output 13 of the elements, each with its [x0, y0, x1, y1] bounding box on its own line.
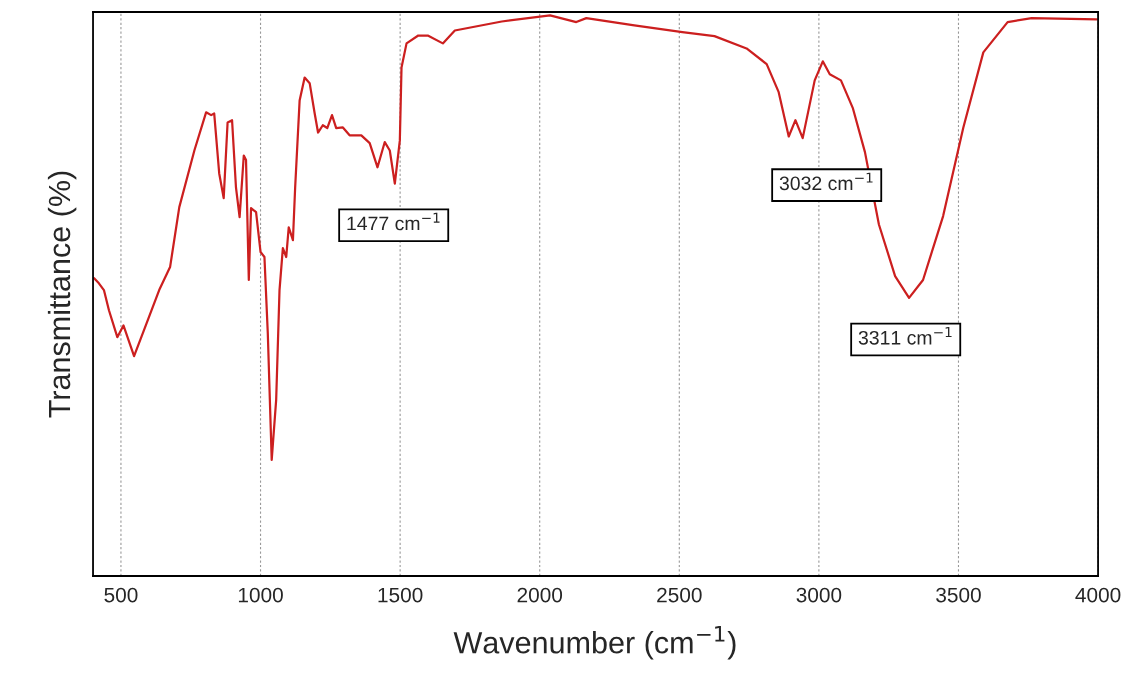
y-axis-title: Transmittance (%)	[47, 171, 77, 418]
x-tick-label: 3500	[936, 587, 981, 603]
annotation: 3311 cm$^{−1}$	[858, 327, 952, 345]
x-tick-label: 2000	[517, 587, 563, 603]
annotation: 1477 cm$^{−1}$	[347, 212, 440, 231]
x-tick-label: 3000	[796, 587, 842, 603]
x-tick-label: 500	[104, 587, 138, 603]
x-tick-label: 4000	[1075, 587, 1121, 603]
x-tick-label: 2500	[657, 587, 702, 603]
x-axis-title: Wavenumber (cm$^{−1}$)	[453, 625, 736, 660]
x-tick-label: 1000	[238, 587, 283, 603]
annotation: 3032 cm$^{−1}$	[779, 172, 873, 191]
x-tick-label: 1500	[378, 587, 423, 603]
